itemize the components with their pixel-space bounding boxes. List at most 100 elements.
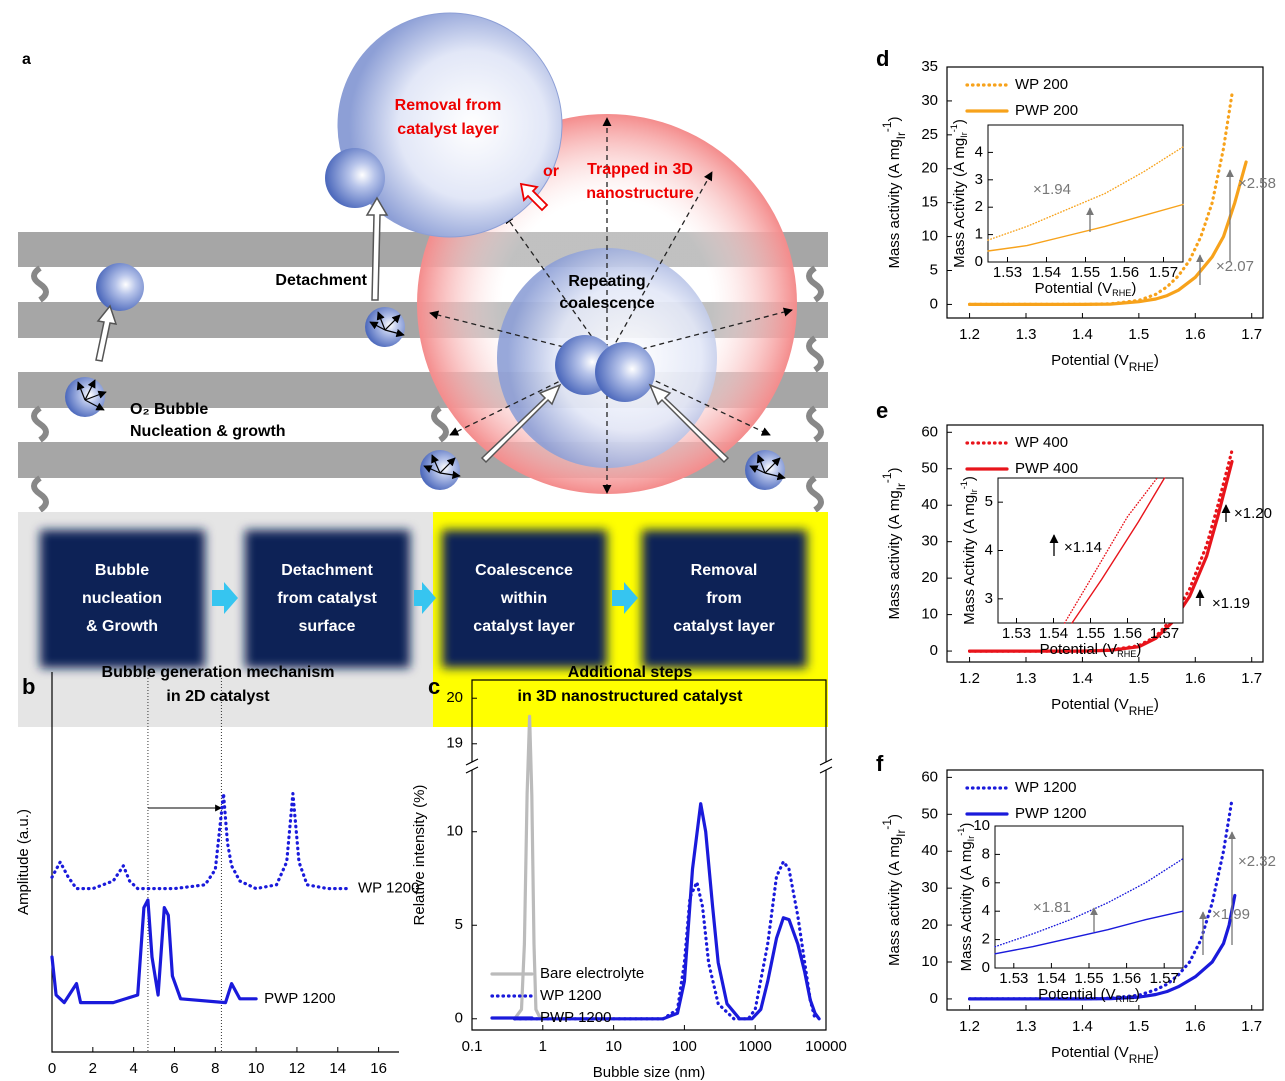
- x-tick-label: 1.3: [1016, 1018, 1037, 1035]
- x-tick-label: 1.5: [1128, 1018, 1149, 1035]
- y-tick-label: 3: [985, 590, 993, 607]
- y-tick-label: 30: [921, 533, 938, 550]
- y-tick-label: 60: [921, 423, 938, 440]
- panel-label: b: [22, 674, 35, 699]
- y-tick-label: 50: [921, 805, 938, 822]
- caption: in 3D nanostructured catalyst: [518, 688, 744, 705]
- figure: a Removal from catalyst layer or Trappe: [0, 0, 1285, 1081]
- y-tick-label: 30: [921, 879, 938, 896]
- label-part: Ir: [969, 489, 979, 495]
- label-part: Mass activity (A mg: [886, 139, 903, 268]
- y-axis-label: Relative intensity (%): [411, 785, 428, 926]
- y-tick-label: 20: [446, 689, 463, 706]
- legend-label: WP 1200: [1015, 779, 1076, 796]
- x-tick-label: 6: [170, 1060, 178, 1077]
- x-axis-label: Potential (VRHE): [1038, 986, 1140, 1004]
- annotation: ×1.14: [1064, 539, 1102, 556]
- y-axis-label: Mass activity (A mgIr-1): [880, 116, 908, 268]
- page: a Removal from catalyst layer or Trappe: [0, 0, 1285, 1081]
- plot: 0.111010010001000005101920Bare electroly…: [411, 674, 847, 1081]
- x-tick-label: 1.5: [1128, 670, 1149, 687]
- label-part: Ir: [966, 836, 976, 842]
- y-tick-label: 10: [921, 953, 938, 970]
- y-tick-label: 4: [982, 902, 990, 919]
- label-part: Ir: [894, 483, 908, 490]
- label-part: ): [1154, 696, 1159, 713]
- label-part: Potential (V: [1051, 1044, 1129, 1061]
- label-part: Ir: [959, 132, 969, 138]
- x-tick-label: 1.2: [959, 326, 980, 343]
- x-tick-label: 1: [539, 1038, 547, 1055]
- label-part: Mass Activity (A mg: [951, 138, 968, 268]
- caption: in 2D catalyst: [166, 688, 270, 705]
- step-label: surface: [299, 618, 356, 635]
- x-tick-label: 14: [329, 1060, 346, 1077]
- label-part: Mass Activity (A mg: [961, 495, 978, 625]
- caption: Additional steps: [568, 664, 693, 681]
- y-tick-label: 5: [985, 493, 993, 510]
- y-tick-label: 20: [921, 916, 938, 933]
- x-tick-label: 1.6: [1185, 670, 1206, 687]
- legend-label: PWP 400: [1015, 460, 1078, 477]
- label-part: RHE: [1129, 1052, 1154, 1066]
- trapped-label: Trapped in 3D: [587, 161, 693, 178]
- annotation: ×2.32: [1238, 853, 1276, 870]
- y-tick-label: 5: [455, 916, 463, 933]
- x-tick-label: 1.54: [1039, 625, 1068, 642]
- y-tick-label: 8: [982, 845, 990, 862]
- step-label: & Growth: [86, 618, 158, 635]
- x-tick-label: 1.56: [1112, 970, 1141, 987]
- label-part: Mass activity (A mg: [886, 490, 903, 619]
- x-tick-label: 1.4: [1072, 670, 1093, 687]
- x-tick-label: 1.56: [1110, 264, 1139, 281]
- y-tick-label: 10: [973, 817, 990, 834]
- label-part: ): [886, 116, 903, 121]
- x-tick-label: 16: [370, 1060, 387, 1077]
- x-tick-label: 1.53: [1002, 625, 1031, 642]
- y-axis-label: Mass activity (A mgIr-1): [880, 467, 908, 619]
- trapped-label: nanostructure: [586, 185, 694, 202]
- label-part: RHE: [1112, 288, 1131, 298]
- x-tick-label: 10000: [805, 1038, 847, 1055]
- bubble: [96, 263, 144, 311]
- series-label: PWP 1200: [264, 990, 335, 1007]
- y-tick-label: 19: [446, 735, 463, 752]
- x-tick-label: 1.6: [1185, 1018, 1206, 1035]
- y-axis-label: Mass Activity (A mgIr-1): [956, 823, 976, 972]
- caption: Bubble generation mechanism: [102, 664, 335, 681]
- x-tick-label: 2: [89, 1060, 97, 1077]
- legend-label: PWP 1200: [540, 1009, 611, 1026]
- y-tick-label: 4: [975, 143, 983, 160]
- removal-label: Removal from: [395, 97, 502, 114]
- panel-label: a: [22, 51, 31, 68]
- repeating-label: Repeating: [568, 273, 645, 290]
- y-tick-label: 15: [921, 194, 938, 211]
- label-part: Ir: [894, 132, 908, 139]
- x-tick-label: 0.1: [462, 1038, 483, 1055]
- label-part: ): [1135, 986, 1140, 1003]
- y-tick-label: 6: [982, 874, 990, 891]
- panel-label: c: [428, 674, 440, 699]
- x-tick-label: 1.57: [1150, 625, 1179, 642]
- x-tick-label: 1.53: [999, 970, 1028, 987]
- x-tick-label: 1.56: [1113, 625, 1142, 642]
- x-tick-label: 1.7: [1241, 670, 1262, 687]
- y-tick-label: 0: [930, 295, 938, 312]
- legend-label: WP 400: [1015, 434, 1068, 451]
- label-part: ): [1131, 280, 1136, 297]
- legend-label: WP 200: [1015, 76, 1068, 93]
- inset-background: [995, 826, 1183, 968]
- x-tick-label: 0: [48, 1060, 56, 1077]
- label-part: -1: [949, 124, 959, 132]
- y-axis-label: Mass Activity (A mgIr-1): [949, 119, 969, 268]
- y-tick-label: 40: [921, 496, 938, 513]
- x-tick-label: 1.6: [1185, 326, 1206, 343]
- y-tick-label: 4: [985, 541, 993, 558]
- label-part: -1: [959, 481, 969, 489]
- x-tick-label: 8: [211, 1060, 219, 1077]
- y-tick-label: 25: [921, 126, 938, 143]
- y-tick-label: 0: [982, 959, 990, 976]
- x-axis-label: Potential (VRHE): [1051, 352, 1159, 374]
- panel-a: a Removal from catalyst layer or Trappe: [18, 13, 828, 727]
